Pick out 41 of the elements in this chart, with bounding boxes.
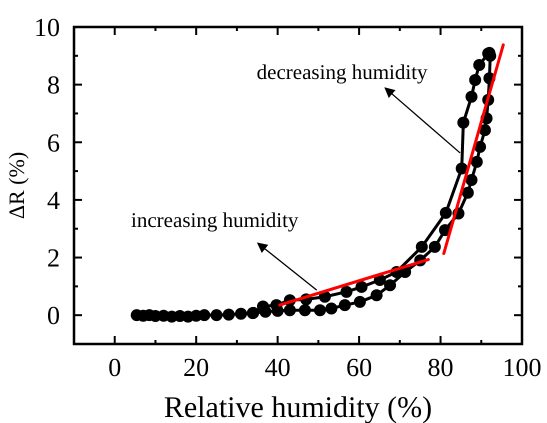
annotation: decreasing humidity <box>256 60 428 84</box>
point <box>340 286 352 298</box>
point <box>298 304 311 316</box>
point <box>210 309 223 322</box>
point <box>428 240 441 253</box>
point <box>284 304 296 316</box>
y-tick-label: 0 <box>47 301 60 330</box>
point <box>222 308 235 321</box>
point <box>470 156 483 168</box>
point <box>354 296 366 308</box>
point <box>462 186 474 199</box>
x-tick-label: 0 <box>108 353 122 382</box>
point <box>440 206 452 219</box>
point <box>314 304 326 316</box>
x-tick-label: 100 <box>502 353 542 382</box>
point <box>416 240 428 253</box>
x-tick-label: 40 <box>264 353 291 382</box>
point <box>356 280 368 293</box>
annotation: increasing humidity <box>131 208 299 232</box>
point <box>338 299 351 312</box>
point <box>474 140 486 153</box>
y-tick-label: 2 <box>47 244 60 273</box>
y-tick-label: 4 <box>47 186 60 215</box>
point <box>466 90 478 103</box>
y-tick-label: 10 <box>34 13 60 42</box>
point <box>466 174 478 186</box>
y-tick-label: 8 <box>47 70 60 100</box>
y-axis-title: ΔR (%) <box>4 152 29 220</box>
point <box>325 302 338 315</box>
x-tick-label: 20 <box>183 353 210 382</box>
point <box>456 162 468 174</box>
x-tick-label: 80 <box>428 353 454 382</box>
point <box>370 289 383 302</box>
point <box>473 59 486 72</box>
point <box>469 74 482 86</box>
point <box>234 308 247 320</box>
point <box>384 279 396 292</box>
x-tick-label: 60 <box>346 353 372 382</box>
point <box>478 124 491 136</box>
y-tick-label: 6 <box>47 128 60 158</box>
point <box>457 116 470 129</box>
